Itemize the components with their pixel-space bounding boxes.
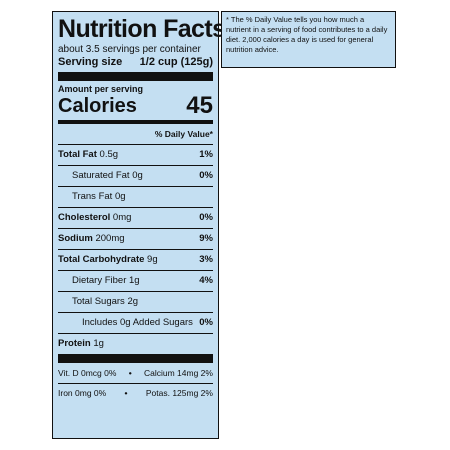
medium-divider (58, 120, 213, 124)
nutrient-row-total-fat: Total Fat 0.5g 1% (58, 144, 213, 165)
nutrient-amount: 1g (93, 338, 104, 349)
nutrient-row-added-sugars: Includes 0g Added Sugars 0% (58, 312, 213, 333)
vitamin-row: Iron 0mg 0% • Potas. 125mg 2% (58, 383, 213, 403)
nutrient-row-total-sugars: Total Sugars 2g (58, 291, 213, 312)
nutrient-name: Total Sugars (72, 296, 125, 307)
footnote-text: * The % Daily Value tells you how much a… (226, 15, 388, 54)
nutrient-dv: 1% (199, 149, 213, 160)
vitamin-row: Vit. D 0mcg 0% • Calcium 14mg 2% (58, 363, 213, 383)
nutrient-row-trans-fat: Trans Fat 0g (58, 186, 213, 207)
nutrient-name: Includes 0g Added Sugars (82, 317, 193, 328)
calories-row: Calories 45 (58, 94, 213, 120)
nutrient-dv: 4% (199, 275, 213, 286)
daily-value-header: % Daily Value* (154, 129, 213, 139)
nutrient-row-sodium: Sodium 200mg 9% (58, 228, 213, 249)
separator-dot: • (124, 388, 128, 398)
nutrition-facts-panel: Nutrition Facts about 3.5 servings per c… (52, 11, 226, 439)
nutrient-name: Cholesterol (58, 212, 111, 223)
serving-size-value: 1/2 cup (125g) (139, 56, 213, 68)
nutrient-name: Total Carbohydrate (58, 254, 145, 265)
nutrient-row-protein: Protein 1g (58, 333, 213, 354)
nutrient-row-dietary-fiber: Dietary Fiber 1g 4% (58, 270, 213, 291)
nutrient-amount: 9g (147, 254, 158, 265)
nutrient-row-total-carbohydrate: Total Carbohydrate 9g 3% (58, 249, 213, 270)
nutrient-amount: 2g (127, 296, 139, 307)
amount-per-serving: Amount per serving (58, 84, 144, 94)
vitamin-right: Potas. 125mg 2% (145, 388, 213, 398)
nutrient-row-cholesterol: Cholesterol 0mg 0% (58, 207, 213, 228)
nutrient-dv: 3% (199, 254, 213, 265)
daily-value-footnote: * The % Daily Value tells you how much a… (221, 11, 396, 68)
serving-size-row: Serving size 1/2 cup (125g) (58, 56, 213, 69)
nutrient-name: Protein (58, 338, 91, 349)
nutrient-dv: 0% (199, 170, 213, 181)
serving-size-label: Serving size (58, 56, 123, 68)
nutrient-dv: 9% (199, 233, 213, 244)
nutrient-row-saturated-fat: Saturated Fat 0g 0% (58, 165, 213, 186)
nutrient-name: Trans Fat (72, 191, 113, 202)
servings-per-container: about 3.5 servings per container (58, 44, 201, 55)
calories-label: Calories (58, 95, 137, 117)
calories-value: 45 (186, 92, 213, 119)
vitamin-left: Iron 0mg 0% (58, 388, 107, 398)
nutrient-amount: 200mg (95, 233, 125, 244)
nutrient-name: Saturated Fat (72, 170, 130, 181)
vitamin-right: Calcium 14mg 2% (144, 367, 213, 378)
nutrient-name: Total Fat (58, 149, 97, 160)
vitamin-left: Vit. D 0mcg 0% (58, 367, 117, 378)
thick-divider-bottom (58, 354, 213, 363)
nutrient-amount: 0mg (112, 212, 132, 223)
nutrient-amount: 1g (129, 275, 140, 286)
nutrient-amount: 0g (114, 191, 126, 202)
nutrient-amount: 0g (132, 170, 143, 181)
nutrient-name: Sodium (58, 233, 93, 244)
separator-dot: • (128, 367, 132, 378)
label-title: Nutrition Facts (58, 15, 226, 43)
nutrient-name: Dietary Fiber (72, 275, 127, 286)
nutrient-dv: 0% (199, 317, 213, 328)
nutrient-amount: 0.5g (99, 149, 119, 160)
thick-divider (58, 72, 213, 81)
nutrient-dv: 0% (199, 212, 213, 223)
